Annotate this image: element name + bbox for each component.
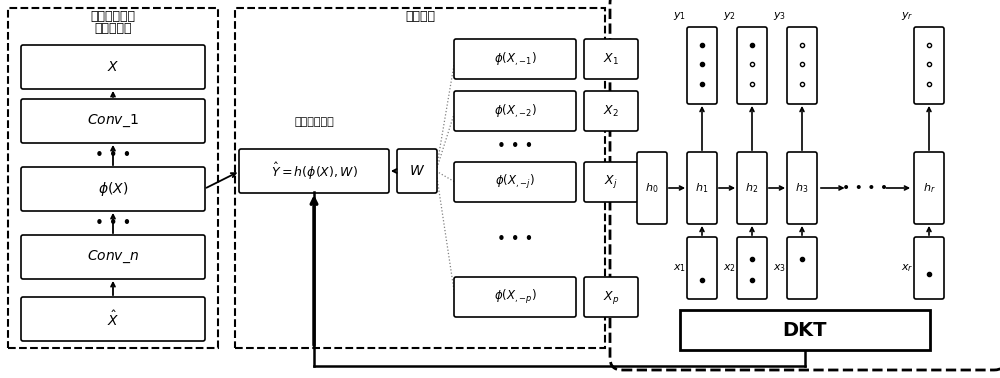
FancyBboxPatch shape xyxy=(21,235,205,279)
FancyBboxPatch shape xyxy=(914,27,944,104)
FancyBboxPatch shape xyxy=(787,27,817,104)
Text: $y_3$: $y_3$ xyxy=(773,10,786,22)
Text: $y_r$: $y_r$ xyxy=(901,10,913,22)
Text: $X_p$: $X_p$ xyxy=(603,288,619,305)
Text: • • •: • • • xyxy=(497,232,533,247)
FancyBboxPatch shape xyxy=(687,237,717,299)
Text: $\phi(X)$: $\phi(X)$ xyxy=(98,180,128,198)
Text: DKT: DKT xyxy=(783,321,827,339)
Bar xyxy=(680,310,930,350)
FancyBboxPatch shape xyxy=(397,149,437,193)
FancyBboxPatch shape xyxy=(787,152,817,224)
FancyBboxPatch shape xyxy=(687,152,717,224)
Text: $X_1$: $X_1$ xyxy=(603,51,619,67)
Text: 卷积神经网络: 卷积神经网络 xyxy=(90,10,136,23)
Text: • • •: • • • xyxy=(95,215,131,231)
Text: $h_2$: $h_2$ xyxy=(745,181,759,195)
Text: $x_1$: $x_1$ xyxy=(673,262,686,274)
FancyBboxPatch shape xyxy=(787,237,817,299)
FancyBboxPatch shape xyxy=(454,91,576,131)
Text: • • •: • • • xyxy=(497,139,533,154)
Bar xyxy=(235,8,605,348)
Text: 全局均衡: 全局均衡 xyxy=(405,10,435,23)
FancyBboxPatch shape xyxy=(914,152,944,224)
FancyBboxPatch shape xyxy=(584,277,638,317)
Text: $h_0$: $h_0$ xyxy=(645,181,659,195)
Text: $x_2$: $x_2$ xyxy=(723,262,736,274)
FancyBboxPatch shape xyxy=(584,162,638,202)
Text: $x_3$: $x_3$ xyxy=(773,262,786,274)
Text: $\phi(X_{,{-2}})$: $\phi(X_{,{-2}})$ xyxy=(494,102,536,119)
FancyBboxPatch shape xyxy=(21,99,205,143)
FancyBboxPatch shape xyxy=(737,237,767,299)
FancyBboxPatch shape xyxy=(610,0,1000,370)
Text: $h_r$: $h_r$ xyxy=(923,181,935,195)
Bar xyxy=(8,8,218,348)
FancyBboxPatch shape xyxy=(454,39,576,79)
Text: • • • •: • • • • xyxy=(842,181,889,195)
FancyBboxPatch shape xyxy=(454,277,576,317)
Text: $Conv\_n$: $Conv\_n$ xyxy=(87,249,139,265)
FancyBboxPatch shape xyxy=(637,152,667,224)
Text: $\phi(X_{,{-1}})$: $\phi(X_{,{-1}})$ xyxy=(494,50,536,68)
FancyBboxPatch shape xyxy=(239,149,389,193)
Text: $X_2$: $X_2$ xyxy=(603,104,619,119)
Text: $W$: $W$ xyxy=(409,164,425,178)
Text: 稳定知识追踪: 稳定知识追踪 xyxy=(294,117,334,127)
FancyBboxPatch shape xyxy=(21,45,205,89)
Text: $y_2$: $y_2$ xyxy=(723,10,736,22)
FancyBboxPatch shape xyxy=(454,162,576,202)
Text: $x_r$: $x_r$ xyxy=(901,262,913,274)
Text: $X$: $X$ xyxy=(107,60,119,74)
Text: $h_3$: $h_3$ xyxy=(795,181,809,195)
Text: • • •: • • • xyxy=(95,147,131,163)
FancyBboxPatch shape xyxy=(584,91,638,131)
Text: $\phi(X_{,{-p}})$: $\phi(X_{,{-p}})$ xyxy=(494,288,536,306)
FancyBboxPatch shape xyxy=(584,39,638,79)
Text: $\hat{X}$: $\hat{X}$ xyxy=(107,309,119,328)
FancyBboxPatch shape xyxy=(687,27,717,104)
Text: $X_j$: $X_j$ xyxy=(604,174,618,191)
FancyBboxPatch shape xyxy=(737,27,767,104)
FancyBboxPatch shape xyxy=(21,297,205,341)
Text: 自动编码器: 自动编码器 xyxy=(94,22,132,35)
FancyBboxPatch shape xyxy=(737,152,767,224)
FancyBboxPatch shape xyxy=(21,167,205,211)
Text: $h_1$: $h_1$ xyxy=(695,181,709,195)
Text: $y_1$: $y_1$ xyxy=(673,10,686,22)
Text: $Conv\_1$: $Conv\_1$ xyxy=(87,113,139,129)
Text: $\phi(X_{,{-j}})$: $\phi(X_{,{-j}})$ xyxy=(495,173,535,191)
Text: $\hat{Y}=h(\phi(X),W)$: $\hat{Y}=h(\phi(X),W)$ xyxy=(271,161,357,181)
FancyBboxPatch shape xyxy=(914,237,944,299)
